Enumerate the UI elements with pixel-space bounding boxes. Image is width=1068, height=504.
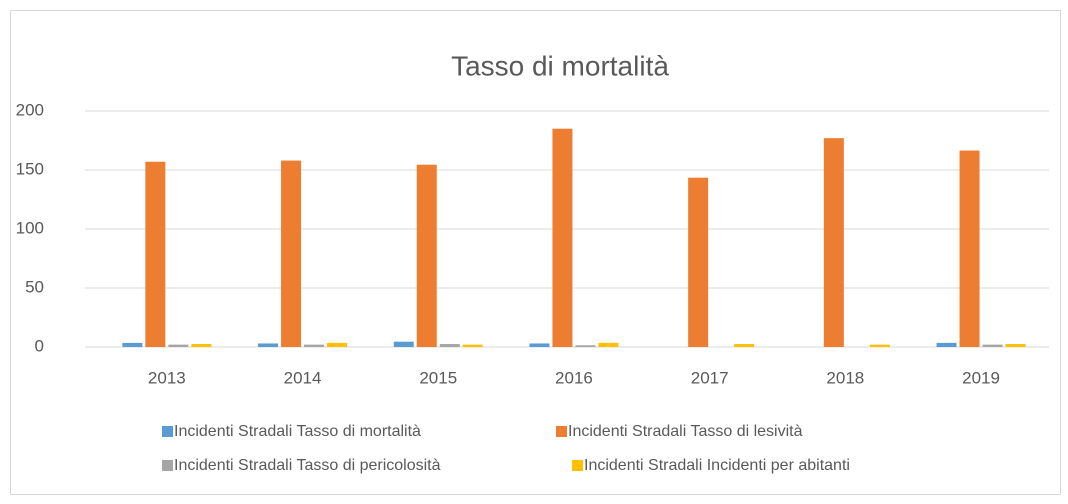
bar	[688, 177, 709, 347]
bar	[439, 344, 460, 347]
bar	[734, 344, 755, 347]
chart-title: Tasso di mortalità	[451, 50, 669, 81]
bar	[823, 138, 844, 347]
legend-label: Incidenti Stradali Tasso di mortalità	[174, 423, 421, 440]
bar	[982, 344, 1003, 347]
bar	[122, 342, 143, 347]
bar	[575, 345, 596, 347]
bar	[258, 343, 279, 347]
bar	[168, 344, 189, 347]
bar	[416, 164, 437, 347]
x-tick-label: 2018	[826, 368, 864, 387]
x-tick-label: 2014	[284, 368, 322, 387]
y-tick-label: 50	[25, 277, 44, 296]
legend-swatch	[572, 460, 583, 471]
bar	[327, 342, 348, 347]
bar	[393, 341, 414, 347]
bar	[462, 344, 483, 347]
bar	[529, 343, 550, 347]
legend-label: Incidenti Stradali Tasso di pericolosità	[174, 457, 441, 474]
bar	[145, 161, 166, 347]
x-tick-label: 2019	[962, 368, 1000, 387]
bar	[281, 160, 302, 347]
legend-swatch	[162, 460, 173, 471]
bar	[598, 342, 619, 347]
x-tick-label: 2017	[691, 368, 729, 387]
x-tick-label: 2015	[419, 368, 457, 387]
legend-swatch	[556, 426, 567, 437]
bar	[304, 344, 325, 347]
bar	[1005, 344, 1026, 347]
bar	[959, 150, 980, 347]
y-tick-label: 0	[35, 336, 44, 355]
y-tick-label: 100	[16, 218, 44, 237]
bar	[191, 344, 212, 347]
x-tick-label: 2016	[555, 368, 593, 387]
legend-label: Incidenti Stradali Tasso di lesività	[568, 423, 803, 440]
x-tick-label: 2013	[148, 368, 186, 387]
chart-border	[10, 10, 1061, 495]
bar	[552, 128, 573, 347]
y-tick-label: 150	[16, 159, 44, 178]
bar	[869, 344, 890, 347]
y-tick-label: 200	[16, 100, 44, 119]
bar	[936, 342, 957, 347]
legend-label: Incidenti Stradali Incidenti per abitant…	[584, 457, 850, 474]
legend-swatch	[162, 426, 173, 437]
